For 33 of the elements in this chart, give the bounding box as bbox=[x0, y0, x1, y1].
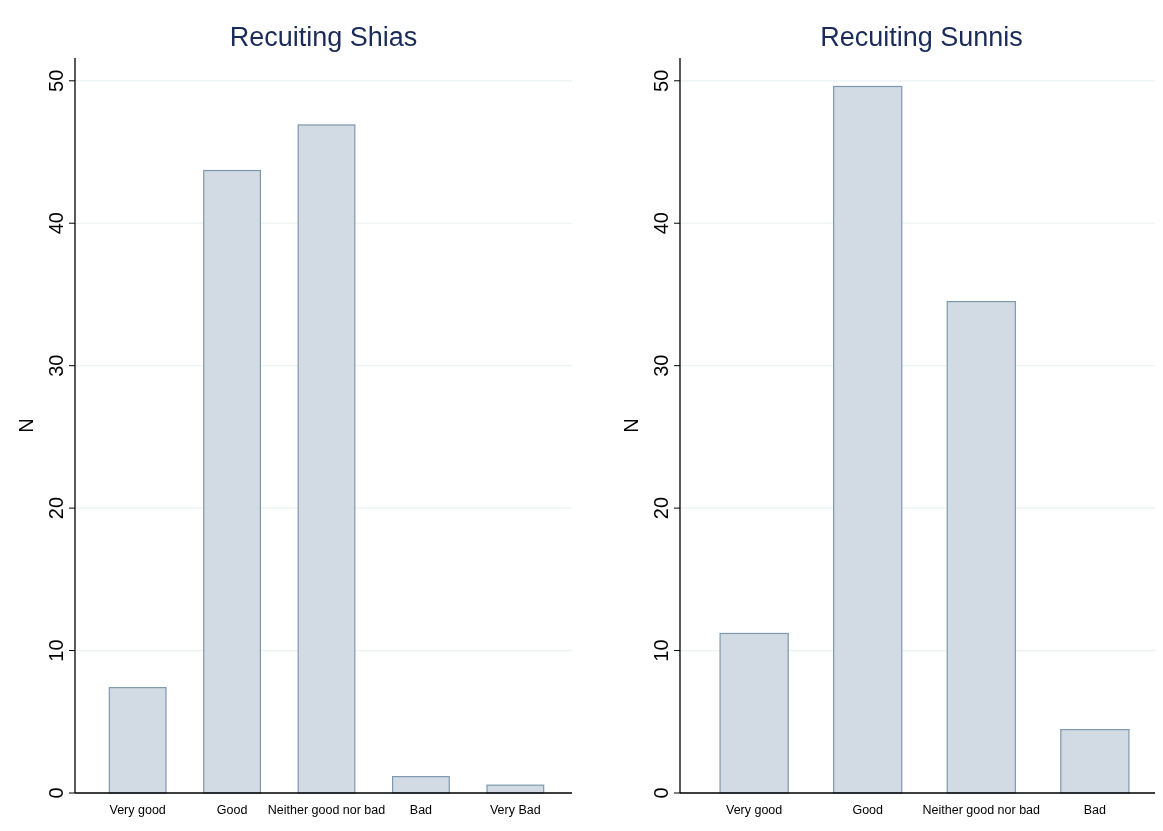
x-tick-label: Good bbox=[216, 803, 248, 817]
x-tick-label: Bad bbox=[1083, 803, 1107, 817]
chart-title: Recuiting Sunnis bbox=[820, 22, 1023, 52]
y-tick-label: 10 bbox=[45, 639, 67, 662]
x-tick-label: Neither good nor bad bbox=[267, 803, 386, 817]
x-tick-label: Bad bbox=[409, 803, 433, 817]
bar bbox=[833, 85, 903, 794]
y-tick-label: 30 bbox=[650, 354, 672, 377]
y-axis-title: N bbox=[620, 418, 642, 433]
chart-title: Recuiting Shias bbox=[229, 22, 418, 52]
bar bbox=[719, 632, 789, 794]
bar bbox=[946, 300, 1016, 794]
y-tick-label: 50 bbox=[650, 69, 672, 92]
y-tick-label: 0 bbox=[45, 787, 67, 799]
y-tick-label: 40 bbox=[650, 212, 672, 235]
y-tick-label: 0 bbox=[650, 787, 672, 799]
bar bbox=[203, 169, 261, 794]
y-tick-label: 40 bbox=[45, 212, 67, 235]
bar bbox=[1060, 729, 1130, 794]
x-tick-label: Very good bbox=[109, 803, 166, 817]
y-tick-label: 10 bbox=[650, 639, 672, 662]
x-tick-label: Very good bbox=[725, 803, 783, 817]
y-tick-label: 20 bbox=[45, 496, 67, 520]
y-tick-label: 30 bbox=[45, 354, 67, 377]
x-tick-label: Good bbox=[852, 803, 884, 817]
bar bbox=[392, 776, 450, 794]
y-tick-label: 20 bbox=[650, 496, 672, 520]
bar bbox=[108, 686, 167, 794]
bar bbox=[297, 124, 356, 794]
x-tick-label: Very Bad bbox=[489, 803, 541, 817]
y-tick-label: 50 bbox=[45, 69, 67, 92]
x-tick-label: Neither good nor bad bbox=[922, 803, 1041, 817]
y-axis-title: N bbox=[15, 418, 37, 433]
